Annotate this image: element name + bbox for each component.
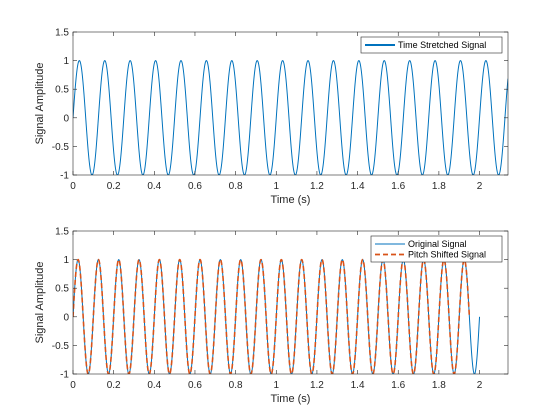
legend-entry: Original Signal (408, 239, 467, 249)
x-tick-label: 0.4 (147, 181, 161, 192)
x-axis-label: Time (s) (271, 393, 311, 405)
x-tick-label: 1.8 (432, 380, 446, 391)
top-chart-panel: 0 0.2 0.4 0.6 0.8 1 1.2 1.4 1.6 1.8 2 -1 -0.5 0 0.5 1 1.… (34, 28, 509, 206)
series-group (73, 60, 508, 175)
x-tick-label: 1.6 (391, 380, 405, 391)
x-tick-label: 2 (477, 380, 483, 391)
y-tick-label: 1 (63, 255, 69, 266)
x-tick-label: 0.6 (188, 181, 202, 192)
axes-frame (72, 31, 509, 176)
x-tick-label: 0.6 (188, 380, 202, 391)
y-tick-label: 1.5 (55, 227, 69, 238)
legend-box (360, 36, 503, 54)
x-tick-label: 1 (273, 380, 279, 391)
y-tick-label: 0.5 (55, 85, 69, 96)
legend: Time Stretched Signal (360, 36, 503, 54)
legend-entry: Time Stretched Signal (398, 40, 486, 50)
x-tick-label: 0.2 (107, 380, 121, 391)
x-tick-label: 0 (70, 380, 76, 391)
x-tick-label: 1.2 (310, 181, 324, 192)
plot-area (73, 32, 508, 175)
y-tick-label: -1 (60, 370, 69, 381)
x-tick-label: 0.4 (147, 380, 161, 391)
y-tick-label: -0.5 (52, 142, 70, 153)
axes-frame (72, 230, 509, 375)
y-tick-label: 0.5 (55, 284, 69, 295)
x-tick-label: 1.4 (351, 181, 365, 192)
bottom-chart-panel: 0 0.2 0.4 0.6 0.8 1 1.2 1.4 1.6 1.8 2 -1 -0.5 0 0.5 1 1.… (34, 227, 509, 405)
x-tick-label: 0.2 (107, 181, 121, 192)
x-tick-label: 0 (70, 181, 76, 192)
x-tick-label: 0.8 (229, 181, 243, 192)
y-tick-label: -0.5 (52, 341, 70, 352)
y-tick-label: 0 (63, 312, 69, 323)
x-tick-label: 1.4 (351, 380, 365, 391)
y-axis-label: Signal Amplitude (34, 262, 46, 344)
x-axis-label: Time (s) (271, 194, 311, 206)
y-tick-label: 1.5 (55, 28, 69, 39)
x-tick-label: 1.2 (310, 380, 324, 391)
x-tick-label: 2 (477, 181, 483, 192)
y-tick-label: -1 (60, 171, 69, 182)
series-line-time-stretched-signal (73, 60, 508, 175)
legend-box (370, 235, 503, 263)
y-tick-label: 0 (63, 113, 69, 124)
x-tick-label: 1.8 (432, 181, 446, 192)
x-tick-label: 0.8 (229, 380, 243, 391)
legend-entry: Pitch Shifted Signal (408, 250, 486, 260)
x-tick-label: 1.6 (391, 181, 405, 192)
y-tick-label: 1 (63, 56, 69, 67)
y-axis-label: Signal Amplitude (34, 63, 46, 145)
x-tick-label: 1 (273, 181, 279, 192)
